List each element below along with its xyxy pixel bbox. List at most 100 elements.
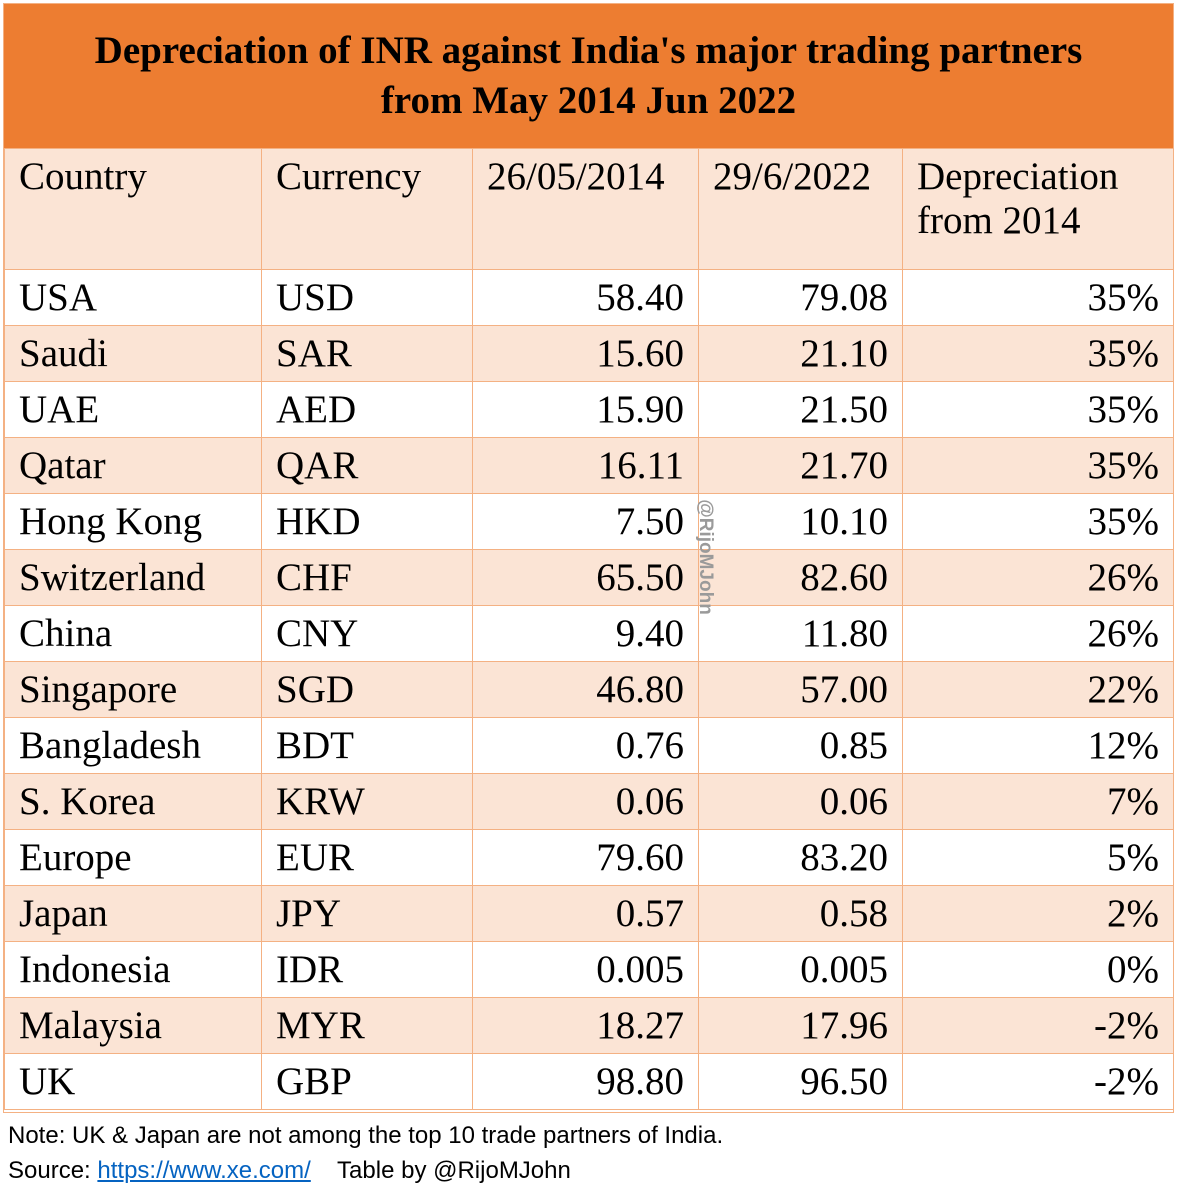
table-row: UK GBP 98.80 96.50 -2% bbox=[4, 1053, 1174, 1110]
cell-country: Europe bbox=[4, 829, 262, 886]
cell-rate-2014: 79.60 bbox=[472, 829, 699, 886]
cell-rate-2022: 21.10 bbox=[698, 325, 903, 382]
cell-currency: BDT bbox=[261, 717, 473, 774]
cell-depreciation: 35% bbox=[902, 437, 1174, 494]
cell-rate-2022: 21.70 bbox=[698, 437, 903, 494]
header-country: Country bbox=[4, 148, 262, 270]
cell-currency: IDR bbox=[261, 941, 473, 998]
cell-currency: CHF bbox=[261, 549, 473, 606]
cell-rate-2014: 0.06 bbox=[472, 773, 699, 830]
header-date-2014: 26/05/2014 bbox=[472, 148, 699, 270]
table-row: Malaysia MYR 18.27 17.96 -2% bbox=[4, 997, 1174, 1054]
table-row: USA USD 58.40 79.08 35% bbox=[4, 269, 1174, 326]
cell-country: Hong Kong bbox=[4, 493, 262, 550]
cell-rate-2022: 96.50 bbox=[698, 1053, 903, 1110]
cell-country: USA bbox=[4, 269, 262, 326]
cell-depreciation: -2% bbox=[902, 1053, 1174, 1110]
cell-rate-2022: 0.85 bbox=[698, 717, 903, 774]
cell-rate-2014: 0.57 bbox=[472, 885, 699, 942]
cell-rate-2014: 7.50 bbox=[472, 493, 699, 550]
table-row: Indonesia IDR 0.005 0.005 0% bbox=[4, 941, 1174, 998]
cell-depreciation: 22% bbox=[902, 661, 1174, 718]
cell-rate-2022: 79.08 bbox=[698, 269, 903, 326]
header-date-2022: 29/6/2022 bbox=[698, 148, 903, 270]
cell-rate-2022: 0.005 bbox=[698, 941, 903, 998]
table-row: Switzerland CHF 65.50 82.60 26% bbox=[4, 549, 1174, 606]
cell-depreciation: 5% bbox=[902, 829, 1174, 886]
footer-source: Source: https://www.xe.com/ Table by @Ri… bbox=[8, 1153, 1168, 1188]
cell-rate-2014: 58.40 bbox=[472, 269, 699, 326]
cell-currency: JPY bbox=[261, 885, 473, 942]
cell-currency: MYR bbox=[261, 997, 473, 1054]
cell-currency: CNY bbox=[261, 605, 473, 662]
cell-currency: QAR bbox=[261, 437, 473, 494]
cell-country: Qatar bbox=[4, 437, 262, 494]
cell-rate-2014: 15.90 bbox=[472, 381, 699, 438]
cell-rate-2014: 16.11 bbox=[472, 437, 699, 494]
cell-rate-2022: 21.50 bbox=[698, 381, 903, 438]
cell-depreciation: 12% bbox=[902, 717, 1174, 774]
watermark: @RijoMJohn bbox=[693, 484, 717, 630]
cell-depreciation: 26% bbox=[902, 605, 1174, 662]
cell-depreciation: -2% bbox=[902, 997, 1174, 1054]
table-frame bbox=[3, 3, 1174, 1113]
cell-currency: KRW bbox=[261, 773, 473, 830]
cell-rate-2014: 0.76 bbox=[472, 717, 699, 774]
cell-depreciation: 35% bbox=[902, 325, 1174, 382]
cell-depreciation: 26% bbox=[902, 549, 1174, 606]
cell-rate-2014: 18.27 bbox=[472, 997, 699, 1054]
title-line-1: Depreciation of INR against India's majo… bbox=[94, 29, 1083, 72]
cell-rate-2022: 82.60 bbox=[698, 549, 903, 606]
source-link[interactable]: https://www.xe.com/ bbox=[97, 1157, 311, 1184]
table-row: Europe EUR 79.60 83.20 5% bbox=[4, 829, 1174, 886]
cell-depreciation: 2% bbox=[902, 885, 1174, 942]
cell-rate-2014: 15.60 bbox=[472, 325, 699, 382]
cell-currency: SGD bbox=[261, 661, 473, 718]
cell-currency: GBP bbox=[261, 1053, 473, 1110]
cell-rate-2022: 0.58 bbox=[698, 885, 903, 942]
table-title: Depreciation of INR against India's majo… bbox=[4, 4, 1173, 148]
cell-rate-2022: 83.20 bbox=[698, 829, 903, 886]
cell-country: Malaysia bbox=[4, 997, 262, 1054]
cell-rate-2022: 11.80 bbox=[698, 605, 903, 662]
cell-country: Japan bbox=[4, 885, 262, 942]
cell-country: UAE bbox=[4, 381, 262, 438]
table-row: Hong Kong HKD 7.50 10.10 35% bbox=[4, 493, 1174, 550]
header-depreciation: Depreciation from 2014 bbox=[902, 148, 1174, 270]
cell-country: Indonesia bbox=[4, 941, 262, 998]
cell-country: China bbox=[4, 605, 262, 662]
cell-currency: USD bbox=[261, 269, 473, 326]
cell-rate-2022: 57.00 bbox=[698, 661, 903, 718]
cell-rate-2022: 10.10 bbox=[698, 493, 903, 550]
footer-note: Note: UK & Japan are not among the top 1… bbox=[8, 1122, 724, 1149]
cell-depreciation: 7% bbox=[902, 773, 1174, 830]
cell-depreciation: 35% bbox=[902, 493, 1174, 550]
cell-currency: AED bbox=[261, 381, 473, 438]
cell-rate-2014: 46.80 bbox=[472, 661, 699, 718]
table-row: Saudi SAR 15.60 21.10 35% bbox=[4, 325, 1174, 382]
table-row: Singapore SGD 46.80 57.00 22% bbox=[4, 661, 1174, 718]
cell-rate-2014: 98.80 bbox=[472, 1053, 699, 1110]
cell-depreciation: 35% bbox=[902, 269, 1174, 326]
cell-depreciation: 0% bbox=[902, 941, 1174, 998]
cell-country: Bangladesh bbox=[4, 717, 262, 774]
header-row: Country Currency 26/05/2014 29/6/2022 De… bbox=[4, 148, 1174, 270]
table-row: China CNY 9.40 11.80 26% bbox=[4, 605, 1174, 662]
table-row: Qatar QAR 16.11 21.70 35% bbox=[4, 437, 1174, 494]
watermark-text: @RijoMJohn bbox=[695, 499, 716, 615]
cell-currency: SAR bbox=[261, 325, 473, 382]
footer: Note: UK & Japan are not among the top 1… bbox=[8, 1118, 1168, 1188]
cell-country: UK bbox=[4, 1053, 262, 1110]
cell-rate-2014: 65.50 bbox=[472, 549, 699, 606]
table-row: UAE AED 15.90 21.50 35% bbox=[4, 381, 1174, 438]
cell-rate-2022: 17.96 bbox=[698, 997, 903, 1054]
cell-country: Singapore bbox=[4, 661, 262, 718]
table-row: Japan JPY 0.57 0.58 2% bbox=[4, 885, 1174, 942]
source-label: Source: bbox=[8, 1157, 98, 1184]
exchange-rate-table: Country Currency 26/05/2014 29/6/2022 De… bbox=[4, 148, 1174, 1110]
cell-country: Saudi bbox=[4, 325, 262, 382]
cell-country: S. Korea bbox=[4, 773, 262, 830]
cell-rate-2022: 0.06 bbox=[698, 773, 903, 830]
table-row: Bangladesh BDT 0.76 0.85 12% bbox=[4, 717, 1174, 774]
cell-currency: HKD bbox=[261, 493, 473, 550]
